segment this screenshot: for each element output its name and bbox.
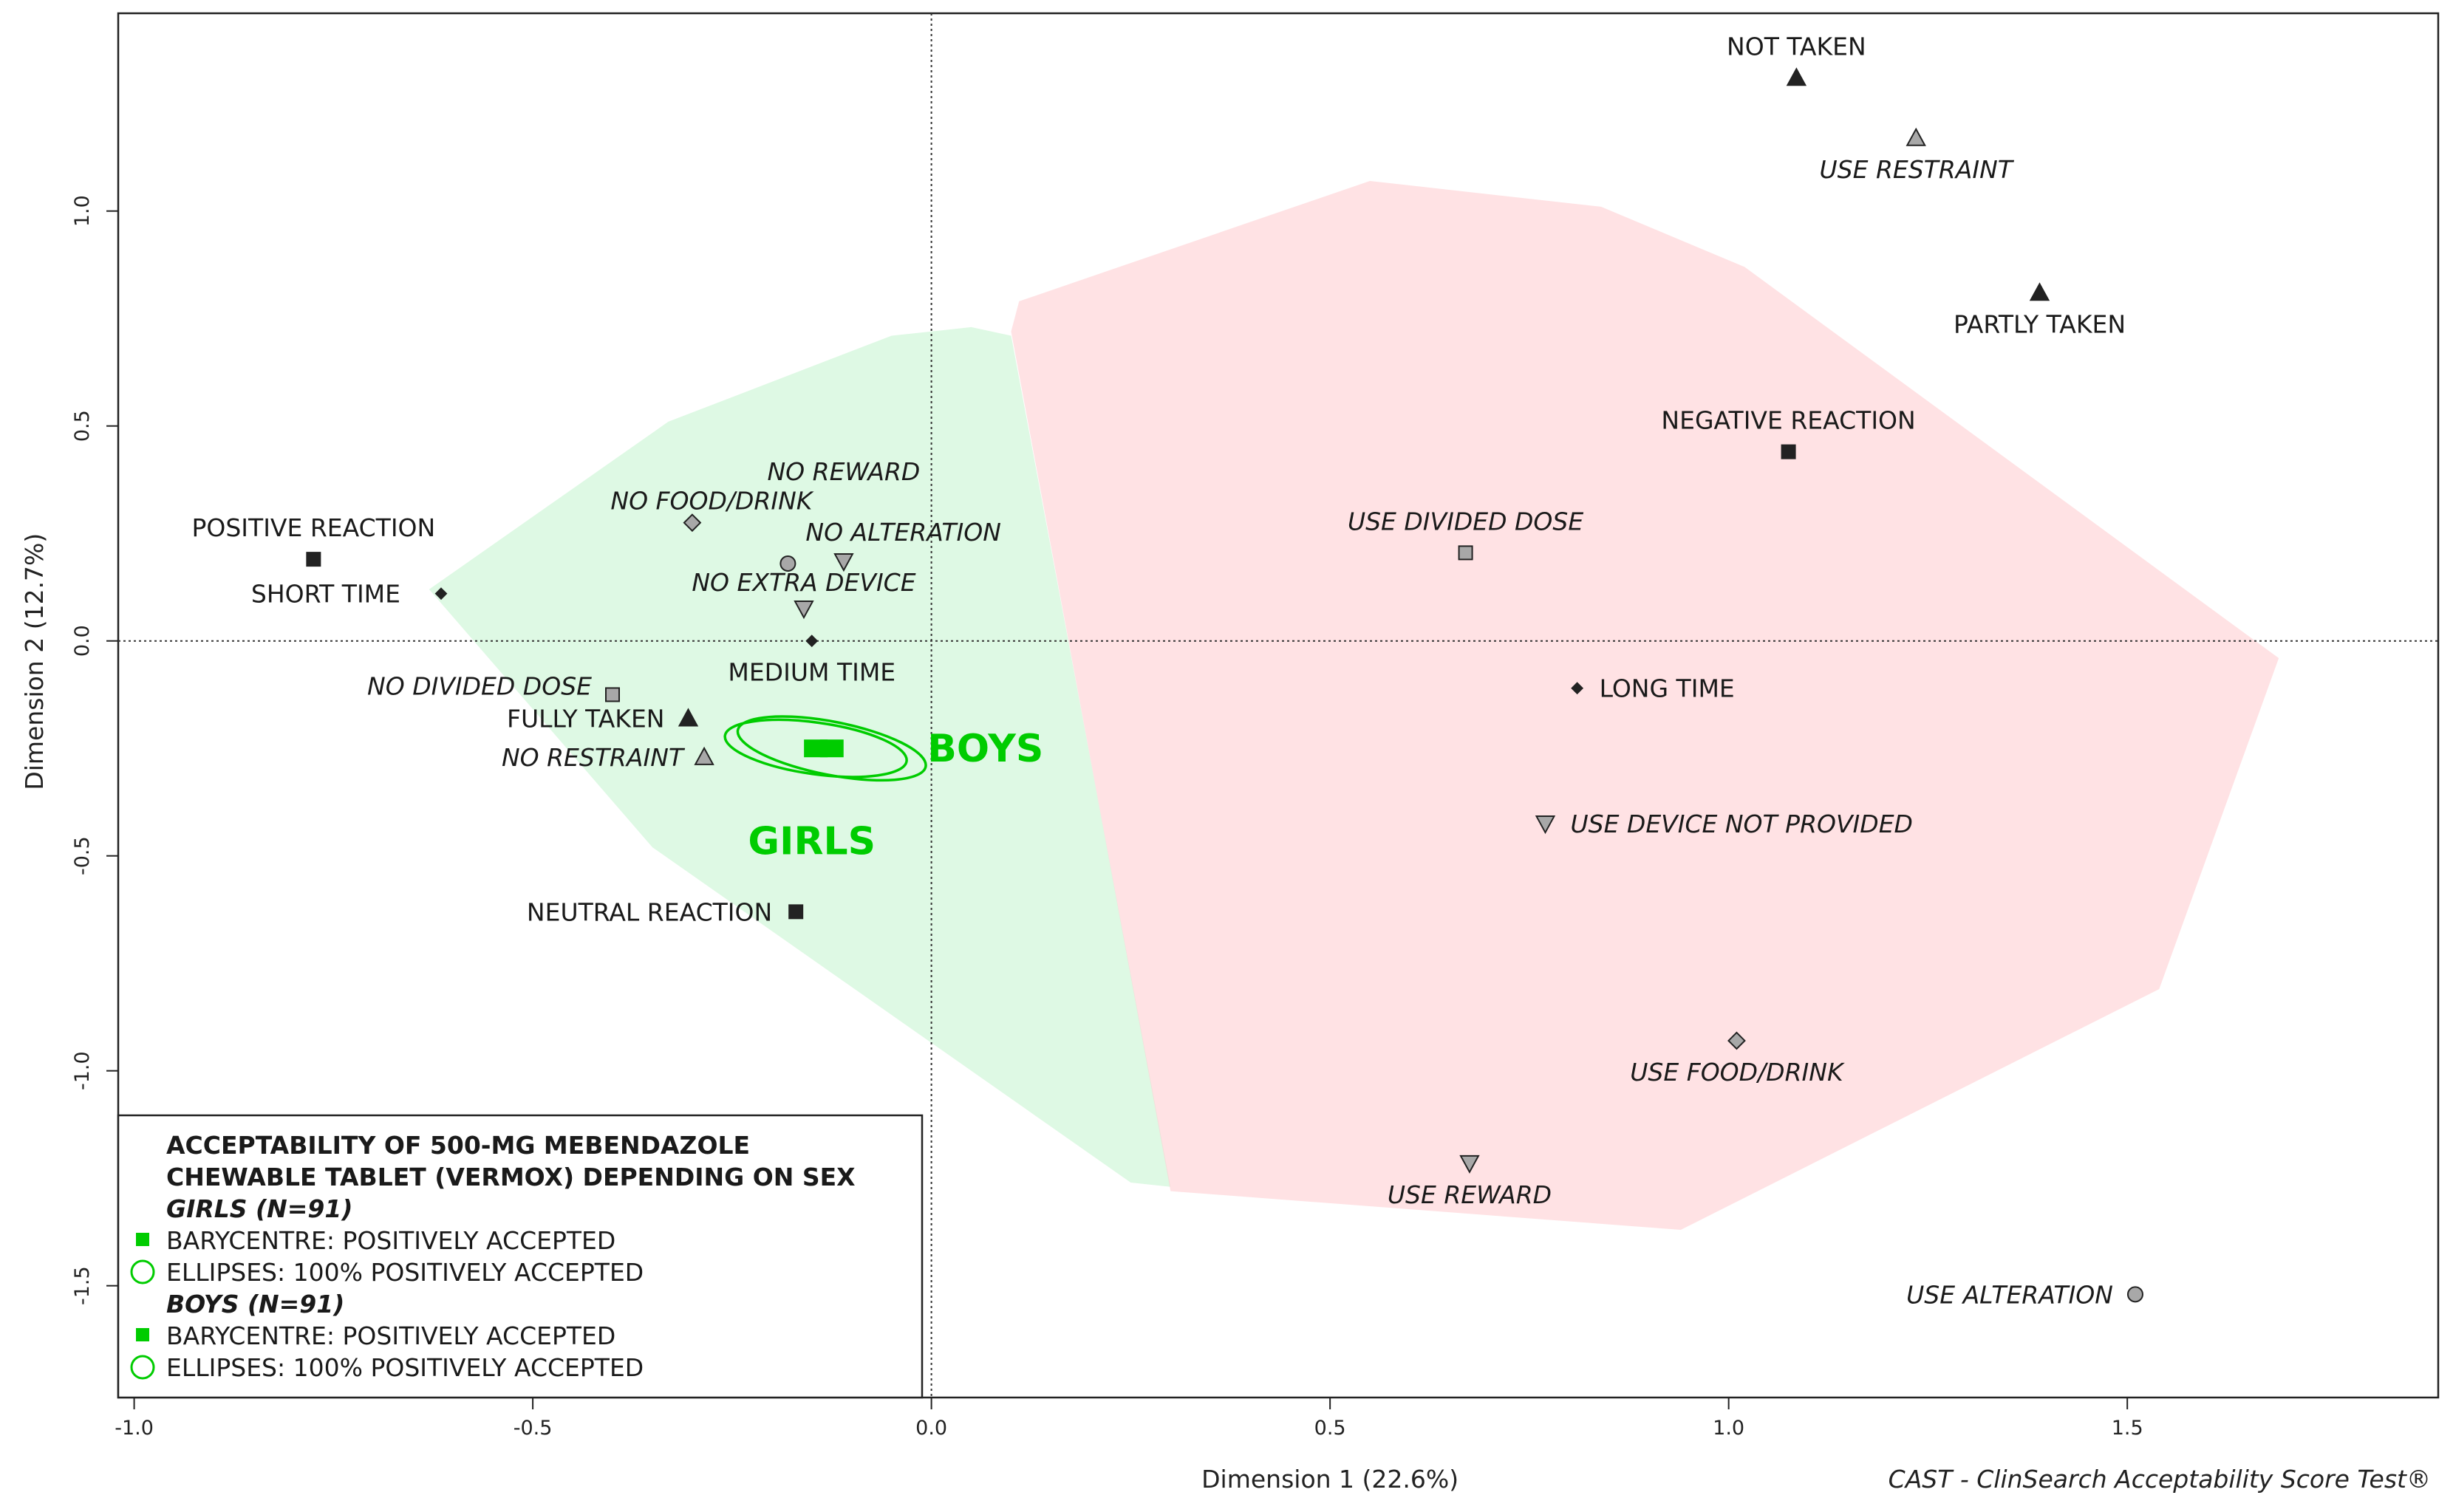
x-tick-label: 1.5 [2112,1417,2143,1440]
no-divided-dose-marker [605,687,621,702]
negatively-accepted-region [1011,181,2279,1230]
not-taken-marker [1786,67,1807,86]
neutral-reaction-label: NEUTRAL REACTION [527,897,772,926]
data-points: POSITIVE REACTION NEUTRAL REACTION NEGATIV… [191,32,2143,1309]
medium-time-marker [805,634,819,648]
legend: ACCEPTABILITY OF 500-MG MEBENDAZOLE CHEWA… [117,1114,924,1399]
girls-group-label: GIRLS [748,819,876,863]
y-tick-label: 0.0 [71,625,94,657]
no-restraint-marker [694,746,714,765]
use-restraint-marker [1906,127,1926,146]
boys-barycentre [819,739,844,758]
short-time-marker [434,587,448,601]
negative-reaction-marker [1781,444,1796,459]
legend-boys-ellipse-symbol [130,1355,155,1380]
legend-boys-barycentre-symbol [136,1328,149,1341]
no-extra-device-marker [794,601,814,620]
partly-taken-label: PARTLY TAKEN [1954,309,2126,338]
y-tick-label: -1.0 [71,1051,94,1090]
use-device-not-provided-marker [1535,815,1556,835]
y-tick-label: -0.5 [71,836,94,875]
short-time-label: SHORT TIME [251,580,400,609]
use-food-drink-marker [1727,1031,1746,1050]
not-taken-label: NOT TAKEN [1727,32,1866,61]
legend-title-line2: CHEWABLE TABLET (VERMOX) DEPENDING ON SE… [166,1163,856,1191]
negative-reaction-label: NEGATIVE REACTION [1661,406,1915,435]
legend-girls-barycentre-symbol [136,1233,149,1246]
x-axis-title: Dimension 1 (22.6%) [1201,1465,1459,1494]
no-food-drink-marker [683,513,702,533]
long-time-marker [1571,682,1584,695]
y-axis-title: Dimension 2 (12.7%) [20,533,49,790]
fully-taken-label: FULLY TAKEN [507,704,665,733]
legend-boys-header: BOYS (N=91) [166,1290,344,1318]
y-tick-label: 0.5 [71,410,94,442]
use-reward-marker [1459,1154,1480,1174]
positive-reaction-marker [306,552,321,567]
no-alteration-label: NO ALTERATION [805,518,1001,547]
use-divided-dose-label: USE DIVIDED DOSE [1348,507,1583,536]
x-tick-label: 1.0 [1713,1417,1744,1440]
acceptability-regions [429,181,2279,1230]
legend-girls-ellipse: ELLIPSES: 100% POSITIVELY ACCEPTED [166,1258,644,1287]
y-tick-label: -1.5 [71,1266,94,1305]
plot-frame [117,12,2440,1399]
use-food-drink-label: USE FOOD/DRINK [1630,1058,1845,1087]
no-extra-device-label: NO EXTRA DEVICE [692,568,915,597]
legend-title-line1: ACCEPTABILITY OF 500-MG MEBENDAZOLE [166,1131,750,1160]
legend-box [117,1114,924,1399]
legend-girls-barycentre: BARYCENTRE: POSITIVELY ACCEPTED [166,1226,615,1255]
x-tick-label: -0.5 [514,1417,553,1440]
positively-accepted-region [429,326,1171,1187]
girls-ellipse [723,718,908,779]
axes: -1.0 -0.5 0.0 0.5 1.0 1.5 -1.5 -1.0 -0.5 0.0 0.5 1.… [20,12,2440,1494]
no-divided-dose-label: NO DIVIDED DOSE [367,671,592,700]
no-restraint-label: NO RESTRAINT [502,743,686,772]
neutral-reaction-marker [788,904,804,920]
boys-group-label: BOYS [927,727,1043,771]
positive-reaction-label: POSITIVE REACTION [191,513,435,542]
no-reward-label: NO REWARD [768,457,921,486]
no-alteration-marker [779,555,796,572]
boys-ellipse [736,715,927,782]
medium-time-label: MEDIUM TIME [728,658,895,687]
use-device-not-provided-label: USE DEVICE NOT PROVIDED [1570,810,1912,838]
use-alteration-label: USE ALTERATION [1906,1280,2113,1309]
legend-boys-barycentre: BARYCENTRE: POSITIVELY ACCEPTED [166,1321,615,1350]
use-divided-dose-marker [1458,545,1473,561]
no-food-drink-label: NO FOOD/DRINK [610,487,813,516]
credit-text: CAST - ClinSearch Acceptability Score Te… [1889,1465,2431,1494]
use-reward-label: USE REWARD [1388,1180,1552,1209]
legend-girls-header: GIRLS (N=91) [166,1194,352,1223]
legend-boys-ellipse: ELLIPSES: 100% POSITIVELY ACCEPTED [166,1353,644,1382]
no-reward-marker [833,553,854,572]
x-tick-label: -1.0 [115,1417,154,1440]
legend-girls-ellipse-symbol [130,1259,155,1284]
x-tick-label: 0.5 [1314,1417,1346,1440]
use-restraint-label: USE RESTRAINT [1820,155,2015,184]
y-tick-label: 1.0 [71,195,94,227]
long-time-label: LONG TIME [1600,674,1735,703]
partly-taken-marker [2029,282,2050,301]
x-tick-label: 0.0 [915,1417,947,1440]
use-alteration-marker [2126,1286,2143,1303]
fully-taken-marker [678,708,699,727]
group-ellipses: GIRLS BOYS [723,715,1043,863]
